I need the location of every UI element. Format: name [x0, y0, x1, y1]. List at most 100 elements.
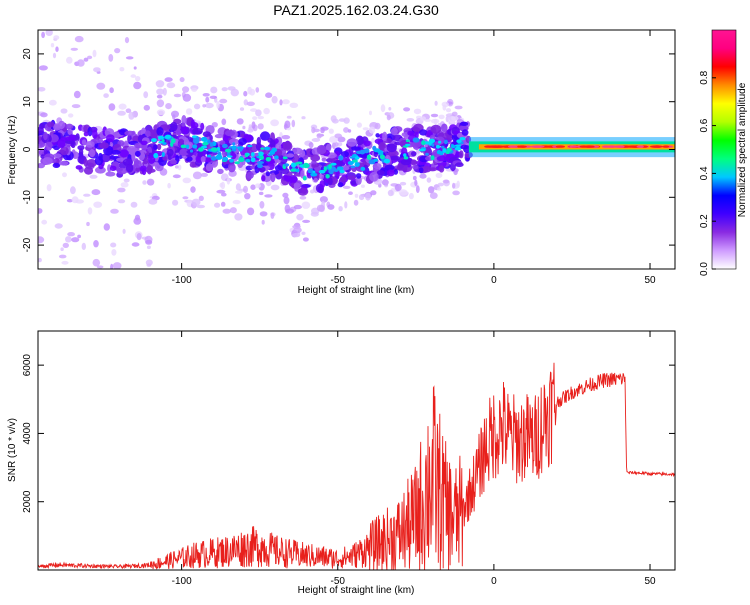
noise-blob	[62, 242, 69, 248]
signal-blob	[111, 149, 121, 155]
signal-blob	[185, 156, 193, 162]
noise-blob	[311, 126, 316, 134]
peak-blob	[347, 161, 354, 165]
noise-blob	[40, 112, 48, 118]
signal-blob	[430, 124, 442, 134]
peak-blob	[238, 157, 245, 163]
noise-blob	[38, 236, 45, 244]
noise-blob	[54, 223, 63, 229]
signal-blob	[40, 154, 46, 159]
tone-peak	[489, 145, 502, 148]
peak-blob	[157, 135, 165, 140]
noise-blob	[353, 199, 359, 206]
signal-blob	[410, 151, 417, 157]
peak-blob	[245, 153, 249, 158]
peak-blob	[330, 162, 337, 166]
noise-blob	[182, 196, 189, 200]
signal-blob	[88, 149, 96, 158]
noise-blob	[71, 104, 81, 109]
noise-blob	[65, 236, 72, 243]
noise-blob	[301, 231, 306, 235]
noise-blob	[301, 201, 311, 209]
peak-blob	[225, 148, 232, 153]
peak-blob	[198, 147, 204, 152]
noise-blob	[61, 260, 69, 265]
signal-blob	[83, 131, 89, 137]
noise-blob	[232, 199, 241, 205]
signal-blob	[369, 171, 379, 182]
noise-blob	[216, 189, 226, 194]
signal-blob	[347, 175, 356, 180]
noise-blob	[430, 113, 439, 118]
noise-blob	[311, 138, 321, 142]
signal-blob	[458, 150, 464, 159]
peak-blob	[421, 140, 426, 146]
peak-blob	[328, 163, 332, 170]
peak-blob	[151, 138, 157, 143]
noise-blob	[356, 122, 362, 128]
peak-blob	[442, 148, 447, 153]
peak-blob	[234, 161, 240, 165]
peak-blob	[373, 158, 379, 162]
signal-blob	[461, 129, 469, 136]
signal-blob	[376, 170, 385, 175]
noise-blob	[327, 204, 335, 210]
peak-blob	[238, 147, 243, 152]
signal-blob	[195, 155, 202, 163]
noise-blob	[255, 87, 260, 93]
peak-blob	[307, 168, 314, 174]
signal-blob	[293, 182, 301, 189]
noise-blob	[191, 87, 198, 92]
signal-blob	[341, 151, 349, 158]
noise-blob	[257, 123, 264, 130]
peak-blob	[435, 144, 441, 149]
noise-blob	[190, 186, 196, 193]
noise-blob	[216, 101, 220, 109]
spectrogram-panel: -100 -50 0 50 20 10 0 -10 -20 Height of straight…	[7, 29, 676, 296]
peak-blob	[282, 156, 288, 160]
signal-blob	[355, 176, 362, 185]
noise-blob	[403, 107, 411, 112]
noise-blob	[128, 111, 135, 120]
noise-blob	[193, 103, 201, 110]
noise-blob	[230, 88, 239, 97]
noise-blob	[58, 254, 67, 259]
noise-blob	[299, 196, 307, 200]
tone-peak	[631, 145, 638, 148]
peak-blob	[226, 155, 233, 158]
noise-blob	[92, 49, 97, 58]
noise-blob	[229, 207, 237, 214]
peak-blob	[379, 154, 385, 160]
noise-blob	[371, 137, 375, 144]
snr-y-axis-label: SNR (10 * v/v)	[7, 418, 18, 482]
noise-blob	[166, 82, 176, 89]
noise-blob	[270, 212, 275, 219]
signal-blob	[137, 134, 143, 143]
noise-blob	[145, 239, 153, 245]
peak-blob	[438, 140, 442, 144]
noise-blob	[247, 207, 255, 216]
signal-blob	[214, 134, 224, 139]
noise-blob	[185, 108, 193, 115]
noise-blob	[210, 86, 218, 94]
peak-blob	[336, 166, 344, 171]
noise-blob	[242, 125, 246, 130]
noise-blob	[74, 35, 84, 43]
noise-blob	[38, 208, 43, 214]
signal-blob	[106, 134, 115, 143]
noise-blob	[165, 103, 172, 110]
noise-blob	[114, 48, 121, 54]
signal-blob	[372, 163, 382, 170]
peak-blob	[161, 152, 165, 157]
noise-blob	[96, 82, 106, 90]
noise-blob	[103, 93, 109, 98]
noise-blob	[362, 127, 369, 131]
signal-blob	[52, 162, 61, 168]
noise-blob	[419, 173, 427, 179]
peak-blob	[366, 154, 371, 160]
signal-blob	[412, 127, 421, 132]
noise-blob	[302, 219, 311, 223]
noise-blob	[320, 127, 325, 134]
signal-blob	[156, 126, 164, 136]
signal-blob	[95, 166, 106, 174]
